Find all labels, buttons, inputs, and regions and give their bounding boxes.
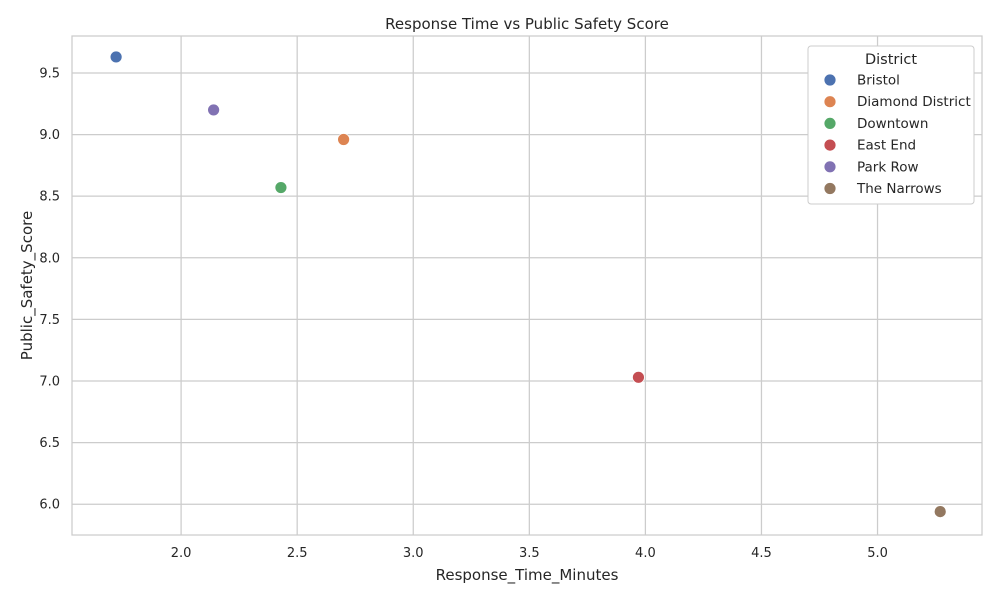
legend-marker: [823, 160, 837, 174]
y-tick-label: 7.5: [39, 313, 60, 328]
data-point: [933, 505, 947, 518]
y-tick-label: 8.0: [39, 251, 60, 266]
data-point: [207, 103, 221, 117]
x-tick-label: 3.0: [403, 546, 424, 561]
y-tick-label: 9.5: [39, 66, 60, 81]
legend-title: District: [865, 52, 917, 68]
data-points: [109, 50, 947, 518]
legend: District Bristol Diamond District Downtown…: [807, 45, 975, 205]
legend-marker: [823, 138, 837, 152]
legend-marker: [823, 117, 837, 130]
legend-label: Diamond District: [857, 94, 971, 110]
legend-label: Park Row: [857, 159, 919, 175]
legend-entries: Bristol Diamond District Downtown East End P…: [823, 73, 971, 197]
grid-lines: [72, 36, 982, 535]
data-point: [337, 133, 351, 146]
x-tick-label: 4.0: [635, 546, 656, 561]
y-tick-label: 8.5: [39, 190, 60, 205]
data-point: [274, 181, 288, 194]
y-axis-title: Public_Safety_Score: [18, 211, 37, 360]
legend-marker: [823, 95, 837, 109]
data-point: [632, 370, 645, 384]
x-tick-label: 2.0: [171, 546, 192, 561]
y-tick-label: 6.0: [39, 498, 60, 513]
x-tick-label: 3.5: [519, 546, 540, 561]
x-tick-label: 4.5: [751, 546, 772, 561]
y-tick-label: 6.5: [39, 436, 60, 451]
legend-box: [807, 45, 975, 205]
legend-marker: [823, 182, 837, 195]
legend-label: East End: [857, 138, 916, 154]
data-point: [109, 50, 123, 64]
y-tick-label: 7.0: [39, 374, 60, 389]
chart-title: Response Time vs Public Safety Score: [385, 15, 669, 33]
y-tick-label: 9.0: [39, 128, 60, 143]
y-tick-labels: 6.0 6.5 7.0 7.5 8.0 8.5 9.0 9.5: [39, 66, 60, 512]
x-axis-title: Response_Time_Minutes: [436, 566, 619, 585]
x-tick-labels: 2.0 2.5 3.0 3.5 4.0 4.5 5.0: [171, 546, 888, 561]
legend-label: The Narrows: [856, 181, 942, 197]
x-tick-label: 2.5: [287, 546, 308, 561]
plot-area-frame: [71, 35, 983, 536]
legend-marker: [823, 73, 837, 87]
x-tick-label: 5.0: [867, 546, 888, 561]
legend-label: Downtown: [857, 116, 928, 132]
legend-label: Bristol: [857, 73, 900, 89]
